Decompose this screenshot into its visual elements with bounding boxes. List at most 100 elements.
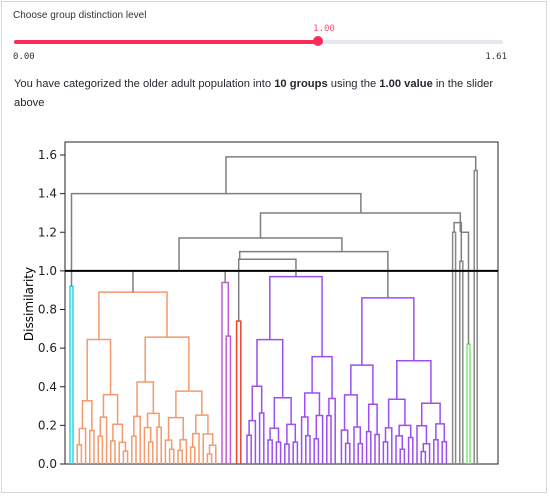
merge-link [178, 237, 343, 271]
summary-middle: using the [327, 78, 380, 90]
cluster-link [191, 432, 200, 464]
cluster-link [76, 443, 83, 464]
slider-label: Choose group distinction level [13, 10, 147, 21]
cluster-link [284, 443, 290, 464]
cluster-link [340, 429, 349, 464]
cluster-link [195, 414, 209, 435]
summary-value: 1.00 value [379, 78, 433, 90]
cluster-link [147, 441, 154, 464]
cluster-link [189, 446, 196, 464]
slider-track-fill [14, 40, 318, 44]
y-tick-label: 1.6 [38, 148, 57, 162]
cluster-link [441, 440, 448, 464]
slider-thumb[interactable] [312, 36, 323, 46]
y-tick-label: 1.0 [38, 264, 57, 278]
cluster-link [374, 433, 380, 464]
cluster-link [246, 434, 252, 464]
cluster-link [343, 394, 358, 431]
cluster-link [407, 436, 414, 464]
cluster-link [206, 453, 213, 464]
y-tick-label: 0.8 [38, 303, 57, 317]
cluster-link [122, 450, 129, 464]
cluster-link [313, 438, 320, 464]
cluster-link [143, 426, 152, 464]
merge-link [225, 156, 477, 194]
y-tick-label: 1.4 [38, 187, 57, 201]
cluster-link [248, 419, 257, 464]
cluster-link [353, 426, 362, 464]
cluster-link [326, 414, 332, 464]
cluster-link [175, 390, 203, 418]
merge-link [453, 221, 463, 262]
cluster-link [269, 275, 323, 357]
cluster-link [300, 416, 309, 464]
cluster-link [275, 441, 282, 464]
cluster-link [382, 441, 389, 464]
cluster-link [420, 450, 427, 464]
slider-max-label: 1.61 [485, 52, 507, 62]
cluster-link [225, 335, 232, 464]
cluster-link [384, 427, 393, 464]
cluster-link [311, 355, 333, 399]
cluster-link [208, 444, 217, 464]
cluster-link [451, 231, 457, 464]
cluster-link [146, 412, 160, 428]
cluster-link [86, 338, 112, 401]
cluster-link [420, 402, 441, 426]
cluster-link [251, 385, 263, 421]
y-tick-label: 0.4 [38, 380, 57, 394]
cluster-link [136, 381, 155, 417]
y-tick-label: 0.0 [38, 457, 57, 471]
cluster-link [112, 423, 124, 443]
cluster-link [396, 360, 432, 404]
cluster-link [466, 343, 471, 464]
plot-frame [64, 141, 499, 465]
cluster-link [367, 403, 378, 435]
cluster-link [78, 427, 87, 464]
cluster-link [433, 438, 439, 464]
cluster-link [110, 440, 116, 464]
cluster-link [315, 414, 324, 464]
cluster-link [97, 435, 104, 464]
cluster-link [177, 449, 183, 464]
cluster-link [99, 416, 108, 464]
summary-text: You have categorized the older adult pop… [14, 75, 519, 113]
dendrogram-chart: 0.0 0.2 0.4 0.6 0.8 1.0 1.2 1.4 1.6 Dissimilarit… [22, 141, 499, 471]
cluster-link [168, 448, 175, 464]
cluster-link [164, 439, 173, 464]
cluster-link [473, 169, 478, 464]
cluster-link [435, 423, 446, 442]
cluster-link [350, 364, 374, 405]
merge-link [132, 270, 226, 293]
cluster-link [328, 397, 336, 464]
cluster-link [98, 291, 168, 340]
y-tick-label: 1.2 [38, 225, 57, 239]
cluster-link [69, 285, 74, 464]
cluster-link [258, 412, 265, 464]
merge-link [259, 212, 462, 239]
cluster-link [422, 443, 431, 464]
merge-link [237, 258, 297, 322]
cluster-link [344, 442, 351, 464]
cluster-link [256, 338, 284, 398]
cluster-link [118, 441, 127, 464]
cluster-link [361, 297, 415, 366]
y-axis: 0.0 0.2 0.4 0.6 0.8 1.0 1.2 1.4 1.6 [38, 148, 65, 471]
cluster-link [399, 448, 406, 464]
cluster-link [102, 394, 119, 425]
summary-prefix: You have categorized the older adult pop… [14, 78, 275, 90]
merge-link [238, 250, 389, 298]
dendrogram-links [69, 156, 478, 464]
merge-link [460, 222, 470, 345]
slider-track[interactable] [14, 40, 503, 44]
cluster-link [167, 416, 184, 441]
cluster-link [235, 320, 242, 464]
cluster-link [387, 398, 406, 428]
summary-groups: 10 groups [274, 78, 328, 90]
cluster-link [131, 435, 137, 464]
cluster-link [416, 424, 428, 464]
cluster-link [89, 429, 95, 464]
cluster-link [365, 430, 372, 464]
cluster-link [267, 439, 273, 464]
